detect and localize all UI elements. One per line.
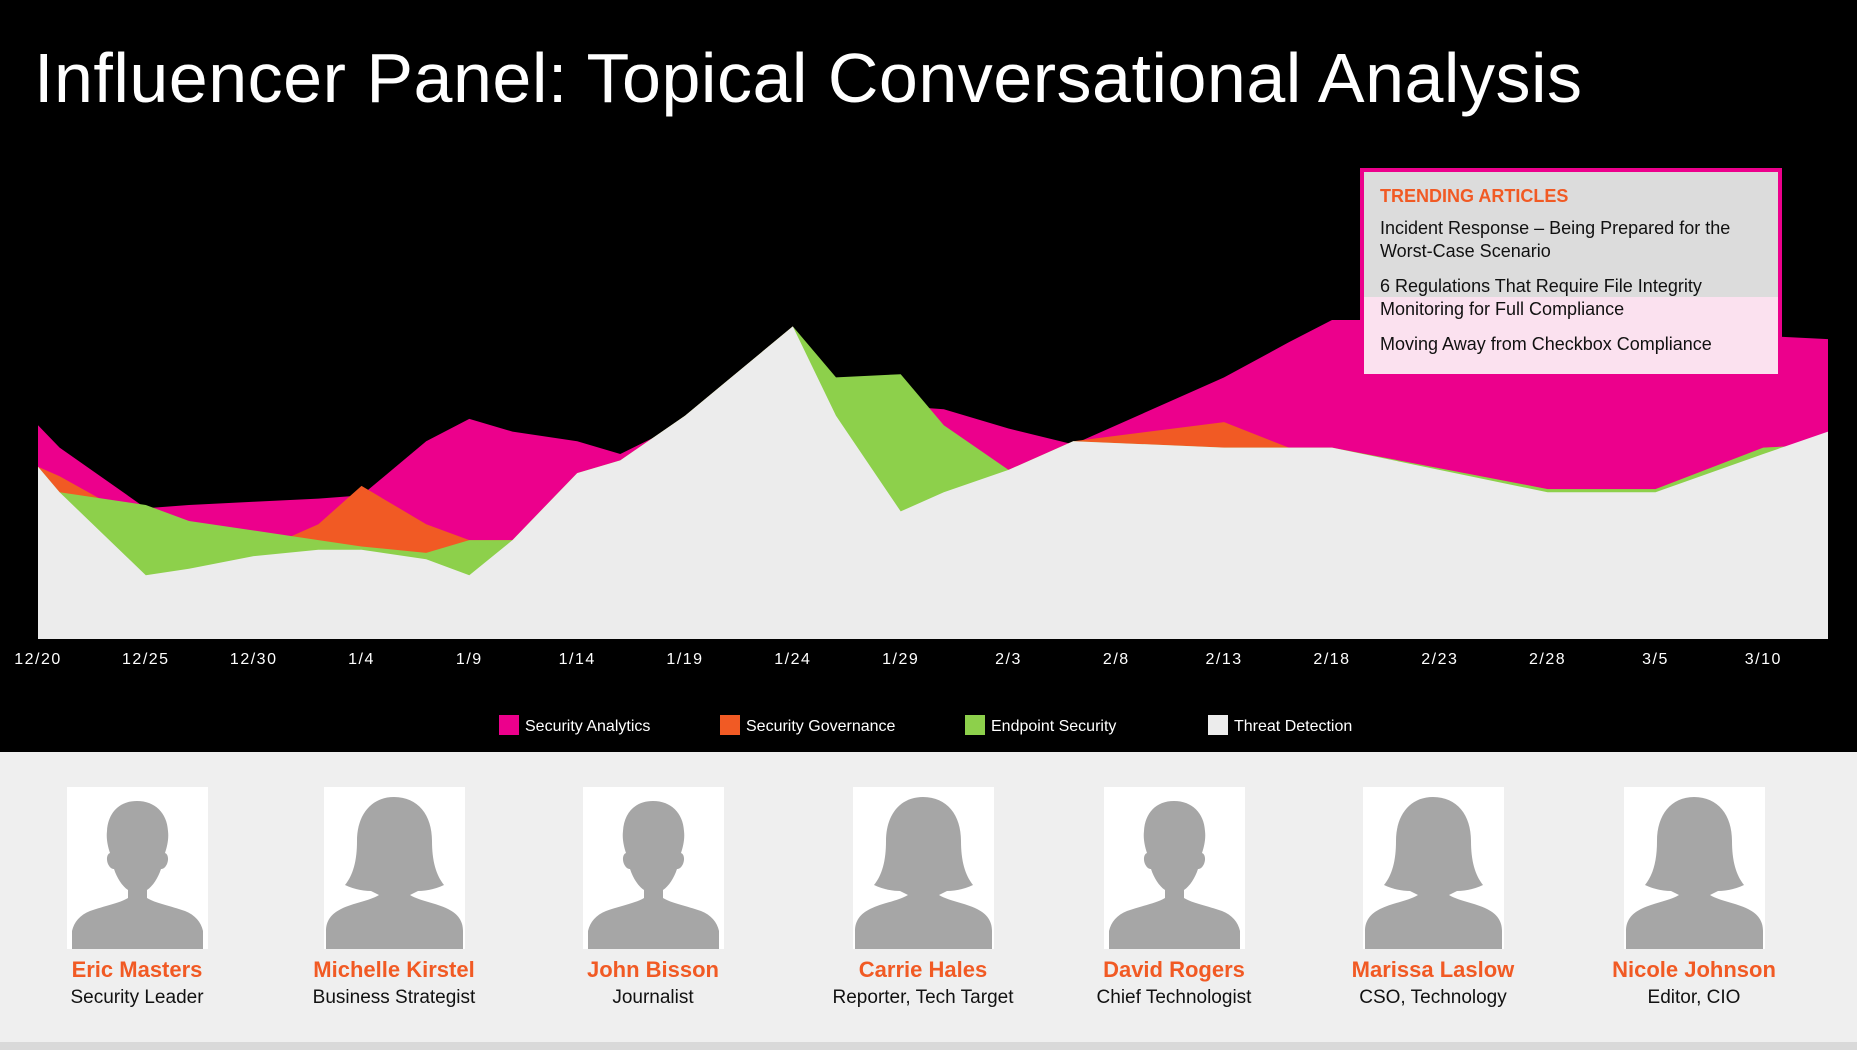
area-threat-detection [38,326,1828,639]
influencer-card[interactable]: Michelle Kirstel Business Strategist [264,787,524,1009]
influencer-card[interactable]: David Rogers Chief Technologist [1044,787,1304,1009]
avatar [852,787,994,949]
influencer-role: Business Strategist [312,987,476,1008]
avatar [582,787,724,949]
legend-swatch-security-governance [720,715,740,735]
person-silhouette-icon [1623,787,1765,949]
influencer-card[interactable]: Marissa Laslow CSO, Technology [1303,787,1563,1009]
person-silhouette-icon [582,787,724,949]
person-silhouette-icon [1103,787,1245,949]
x-tick-label: 12/30 [230,651,278,668]
trending-article-2[interactable]: 6 Regulations That Require File Integrit… [1380,276,1702,319]
x-tick-label: 1/4 [348,651,375,668]
legend-swatch-threat-detection [1208,715,1228,735]
influencer-name: Nicole Johnson [1612,957,1776,982]
legend-swatch-endpoint-security [965,715,985,735]
influencer-name: Carrie Hales [858,957,988,982]
avatar [66,787,208,949]
x-tick-label: 12/25 [122,651,170,668]
x-tick-label: 2/28 [1529,651,1566,668]
x-tick-label: 2/18 [1313,651,1350,668]
person-silhouette-icon [323,787,465,949]
influencer-name: John Bisson [586,957,719,982]
influencer-name: Michelle Kirstel [313,957,475,982]
influencer-card[interactable]: Carrie Hales Reporter, Tech Target [793,787,1053,1009]
influencer-panel: Eric Masters Security Leader Michelle Ki… [0,752,1857,1042]
x-tick-label: 2/13 [1206,651,1243,668]
trending-articles-heading: TRENDING ARTICLES [1380,186,1569,206]
legend-label-security-analytics: Security Analytics [525,718,650,735]
x-tick-label: 1/19 [666,651,703,668]
legend-label-endpoint-security: Endpoint Security [991,718,1116,735]
x-tick-label: 2/23 [1421,651,1458,668]
x-tick-label: 1/14 [559,651,596,668]
legend-label-threat-detection: Threat Detection [1234,718,1352,735]
x-tick-label: 2/3 [995,651,1022,668]
influencer-role: Editor, CIO [1647,987,1741,1008]
legend-label-security-governance: Security Governance [746,718,896,735]
influencer-role: Reporter, Tech Target [832,987,1014,1008]
avatar [1362,787,1504,949]
x-tick-label: 1/29 [882,651,919,668]
influencer-role: Security Leader [70,987,204,1008]
bottom-strip [0,1042,1857,1050]
influencer-role: Chief Technologist [1096,987,1252,1008]
person-silhouette-icon [852,787,994,949]
x-tick-label: 12/20 [14,651,62,668]
influencer-card[interactable]: Nicole Johnson Editor, CIO [1564,787,1824,1009]
influencer-card[interactable]: Eric Masters Security Leader [7,787,267,1009]
influencer-role: Journalist [612,987,694,1008]
influencer-card[interactable]: John Bisson Journalist [523,787,783,1009]
influencer-name: Marissa Laslow [1351,957,1515,982]
x-tick-label: 3/10 [1745,651,1782,668]
influencer-role: CSO, Technology [1359,987,1507,1008]
person-silhouette-icon [66,787,208,949]
x-tick-label: 3/5 [1642,651,1669,668]
x-tick-label: 1/9 [456,651,483,668]
page-title: Influencer Panel: Topical Conversational… [34,39,1583,117]
trending-article-1[interactable]: Incident Response – Being Prepared for t… [1380,218,1731,261]
avatar [323,787,465,949]
avatar [1103,787,1245,949]
trending-article-3[interactable]: Moving Away from Checkbox Compliance [1380,334,1712,354]
legend-swatch-security-analytics [499,715,519,735]
avatar [1623,787,1765,949]
trending-articles-box: TRENDING ARTICLES Incident Response – Be… [1360,168,1782,378]
area-chart: 12/20 12/25 12/30 1/4 1/9 1/14 1/19 1/24 1/29 2/3… [14,320,1828,735]
influencer-name: David Rogers [1103,957,1245,982]
x-tick-label: 1/24 [774,651,811,668]
x-tick-label: 2/8 [1103,651,1130,668]
person-silhouette-icon [1362,787,1504,949]
influencer-name: Eric Masters [71,957,203,982]
